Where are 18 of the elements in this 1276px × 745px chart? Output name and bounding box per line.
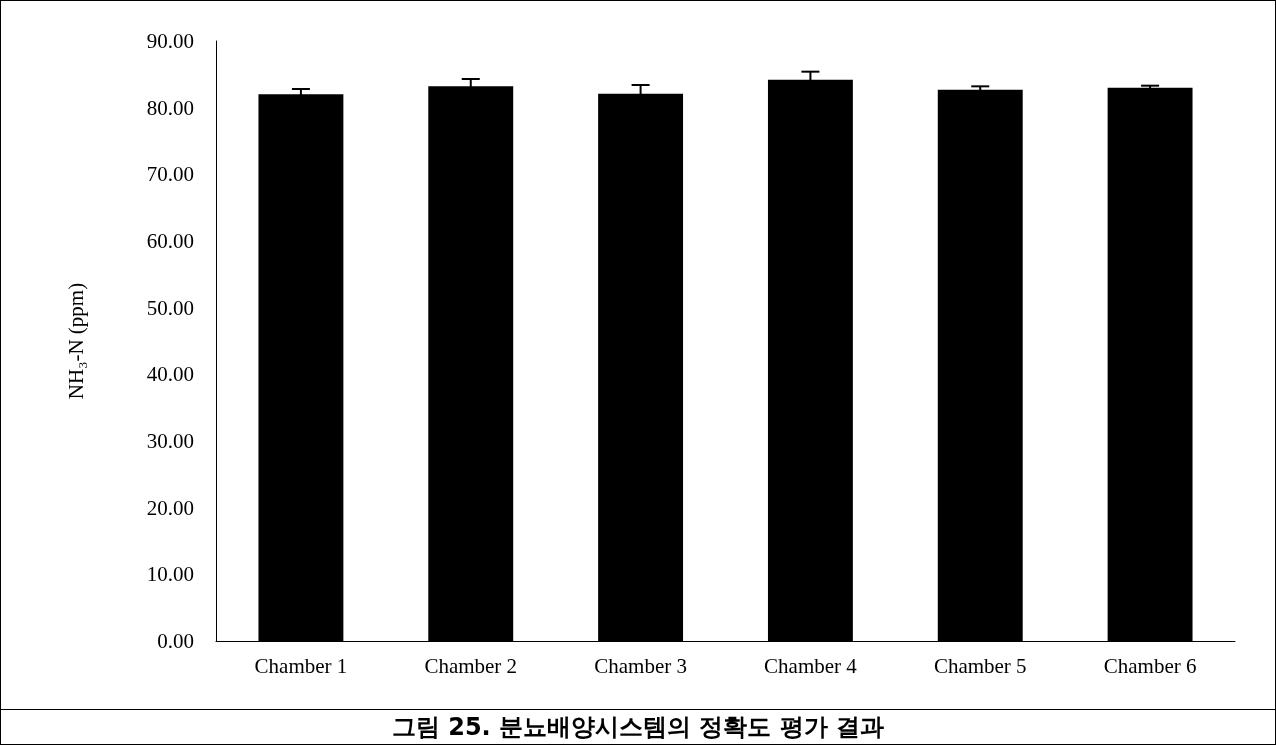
x-tick-label: Chamber 5 [933,653,1027,678]
x-tick-label: Chamber 1 [254,653,348,678]
y-tick-label: 60.00 [146,229,194,253]
x-tick-label: Chamber 4 [764,653,858,678]
y-tick-label: 70.00 [146,162,194,187]
y-tick-label: 40.00 [146,362,194,387]
caption: 그림 25. 분뇨배양시스템의 정확도 평가 결과 [1,709,1275,745]
y-axis-title: NH₃-N (ppm) [63,282,88,400]
x-tick-label: Chamber 3 [594,653,687,678]
y-tick-label: 80.00 [146,95,194,120]
y-tick-label: 30.00 [146,429,194,453]
y-tick-label: 0.00 [157,629,194,653]
x-tick-label: Chamber 6 [1103,653,1197,678]
y-tick-label: 20.00 [146,495,194,520]
y-tick-label: 50.00 [146,295,194,320]
x-tick-label: Chamber 2 [424,653,518,678]
y-tick-label: 10.00 [146,562,194,587]
y-tick-label: 90.00 [146,29,194,53]
